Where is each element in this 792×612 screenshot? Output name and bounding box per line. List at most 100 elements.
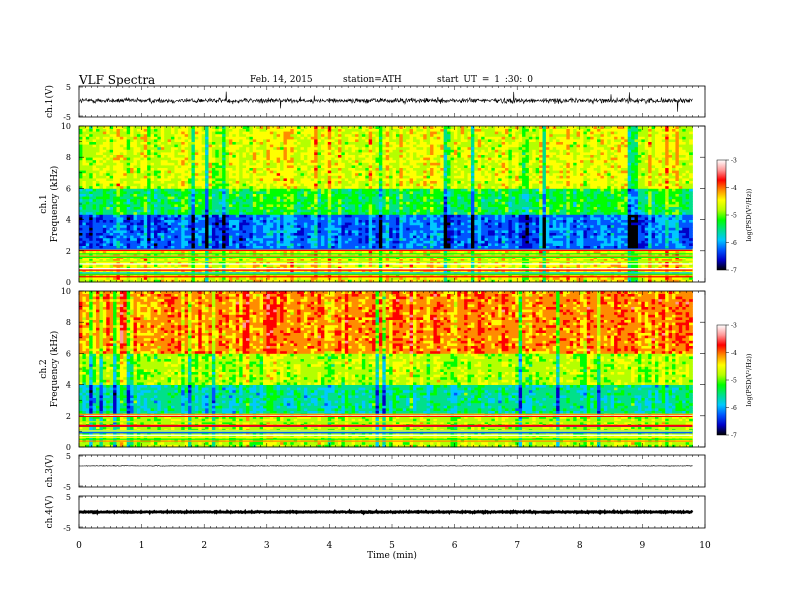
heatmap-cell [160,131,165,135]
heatmap-cell [133,232,138,236]
heatmap-cell [184,191,189,194]
heatmap-cell [297,172,301,176]
heatmap-cell [310,144,315,148]
heatmap-cell [341,219,346,223]
heatmap-cell [174,152,179,155]
heatmap-cell [211,193,216,197]
heatmap-cell [334,139,339,142]
heatmap-cell [130,131,134,135]
heatmap-cell [293,180,298,184]
heatmap-cell [99,227,104,231]
heatmap-cell [222,230,226,233]
heatmap-cell [82,131,87,135]
heatmap-cell [153,266,158,270]
heatmap-cell [136,240,141,244]
heatmap-cell [218,165,223,168]
heatmap-cell [205,178,209,181]
heatmap-cell [208,263,213,267]
heatmap-cell [235,214,240,218]
heatmap-cell [293,222,298,226]
heatmap-cell [198,201,203,205]
heatmap-cell [92,170,97,174]
heatmap-cell [290,180,295,184]
heatmap-cell [201,196,206,200]
heatmap-cell [317,133,322,137]
heatmap-cell [249,183,254,187]
heatmap-cell [167,227,172,231]
heatmap-cell [136,139,141,142]
heatmap-cell [338,146,342,150]
heatmap-cell [218,136,223,140]
heatmap-cell [89,263,94,267]
heatmap-cell [338,235,342,239]
heatmap-cell [208,133,213,137]
heatmap-cell [133,157,138,161]
heatmap-cell [327,144,332,148]
heatmap-cell [246,139,250,142]
heatmap-cell [201,178,206,181]
heatmap-cell [208,183,213,187]
heatmap-cell [164,235,169,239]
heatmap-cell [225,217,230,220]
heatmap-cell [320,162,325,166]
heatmap-cell [167,188,172,192]
heatmap-cell [130,165,134,168]
heatmap-cell [225,126,230,129]
heatmap-cell [102,217,107,220]
heatmap-cell [215,222,220,226]
heatmap-cell [136,136,141,140]
heatmap-cell [303,274,308,278]
heatmap-cell [300,141,305,145]
heatmap-cell [283,149,288,153]
heatmap-cell [307,185,312,189]
heatmap-cell [242,204,247,207]
heatmap-cell [256,126,261,129]
heatmap-cell [153,133,158,137]
heatmap-cell [205,253,209,257]
heatmap-cell [266,139,271,142]
heatmap-cell [109,217,114,220]
heatmap-cell [249,253,254,257]
heatmap-cell [310,170,315,174]
heatmap-cell [143,159,148,163]
heatmap-cell [164,230,169,233]
heatmap-cell [89,152,94,155]
heatmap-cell [123,159,128,163]
heatmap-cell [157,198,162,202]
heatmap-cell [314,211,318,215]
heatmap-cell [82,211,87,215]
heatmap-cell [191,250,196,254]
heatmap-cell [269,266,274,270]
heatmap-cell [341,235,346,239]
heatmap-cell [317,263,322,267]
heatmap-cell [338,237,342,241]
heatmap-cell [338,159,342,163]
heatmap-cell [246,274,250,278]
heatmap-cell [181,237,186,241]
heatmap-cell [99,154,104,158]
heatmap-cell [119,204,124,207]
heatmap-cell [273,224,278,228]
heatmap-cell [102,201,107,205]
heatmap-cell [205,243,209,246]
heatmap-cell [123,230,128,233]
heatmap-cell [157,149,162,153]
heatmap-cell [147,146,151,150]
heatmap-cell [239,276,243,280]
heatmap-cell [293,175,298,179]
heatmap-cell [106,172,111,176]
heatmap-cell [211,175,216,179]
heatmap-cell [297,206,301,210]
heatmap-cell [331,136,336,140]
heatmap-cell [194,167,199,171]
heatmap-cell [126,193,131,197]
heatmap-cell [324,133,329,137]
heatmap-cell [181,157,186,161]
heatmap-cell [157,217,162,220]
heatmap-cell [280,214,284,218]
heatmap-cell [246,146,250,150]
heatmap-cell [157,250,162,254]
heatmap-cell [290,146,295,150]
heatmap-cell [252,185,257,189]
heatmap-cell [228,133,233,137]
